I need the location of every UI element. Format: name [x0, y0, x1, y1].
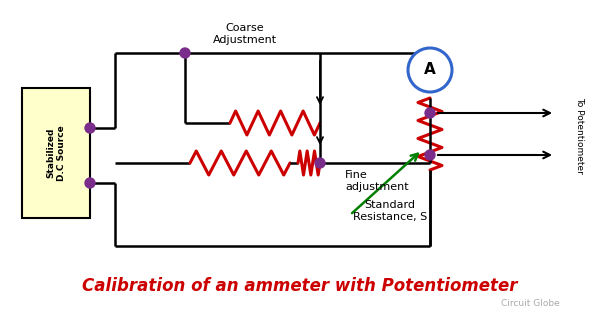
Text: Calibration of an ammeter with Potentiometer: Calibration of an ammeter with Potentiom… [82, 277, 518, 295]
Text: Circuit Globe: Circuit Globe [500, 299, 559, 308]
Text: Standard
Resistance, S: Standard Resistance, S [353, 200, 427, 222]
Circle shape [425, 108, 435, 118]
Circle shape [85, 123, 95, 133]
Text: Fine
adjustment: Fine adjustment [345, 170, 409, 192]
Circle shape [425, 150, 435, 160]
Circle shape [408, 48, 452, 92]
Text: Stabilized
D.C Source: Stabilized D.C Source [46, 125, 66, 181]
Circle shape [180, 48, 190, 58]
Text: To Potentiometer: To Potentiometer [575, 97, 584, 173]
Circle shape [85, 178, 95, 188]
FancyBboxPatch shape [22, 88, 90, 218]
Circle shape [315, 158, 325, 168]
Text: Coarse
Adjustment: Coarse Adjustment [213, 23, 277, 45]
Text: A: A [424, 63, 436, 78]
